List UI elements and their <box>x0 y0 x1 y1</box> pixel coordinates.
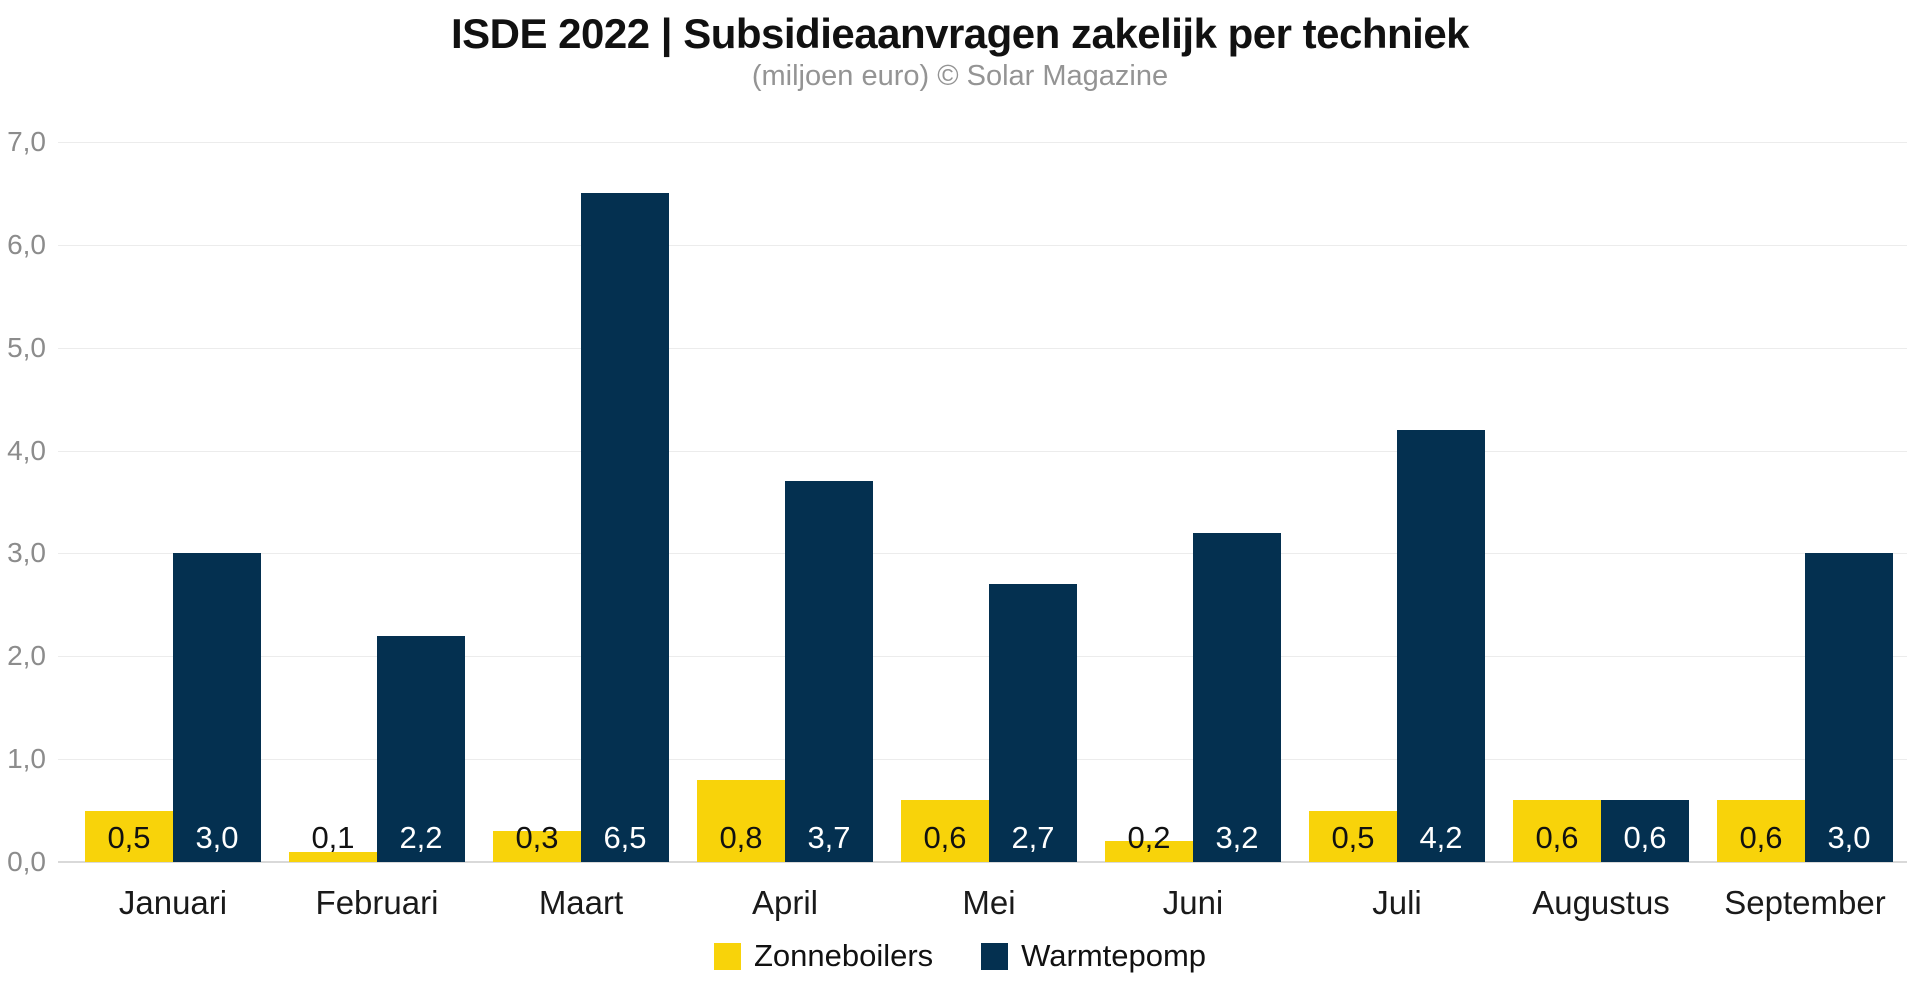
bar-value-label: 3,0 <box>1827 820 1871 855</box>
x-axis-label: Augustus <box>1532 884 1670 921</box>
y-axis-tick-label: 0,0 <box>7 846 46 877</box>
gridline <box>58 348 1907 349</box>
gridline <box>58 245 1907 246</box>
y-axis-tick-label: 3,0 <box>7 537 46 568</box>
gridline <box>58 759 1907 760</box>
x-axis-label: Juni <box>1162 884 1224 921</box>
legend-label: Warmtepomp <box>1021 938 1207 973</box>
bar-zonneboilers <box>289 852 377 862</box>
bar-zonneboilers <box>697 780 785 862</box>
bar-warmtepomp <box>1601 800 1689 862</box>
y-axis-tick-label: 5,0 <box>7 332 46 363</box>
bar-value-label: 0,8 <box>719 820 763 855</box>
x-axis-label: Maart <box>538 884 624 921</box>
bar-value-label: 2,7 <box>1011 820 1055 855</box>
chart-title: ISDE 2022 | Subsidieaanvragen zakelijk p… <box>450 10 1470 57</box>
bar-value-label: 0,6 <box>1623 820 1667 855</box>
bar-warmtepomp <box>989 584 1077 862</box>
bar-zonneboilers <box>85 811 173 862</box>
x-axis-label: Februari <box>315 884 439 921</box>
gridline <box>58 142 1907 143</box>
y-axis-tick-label: 7,0 <box>7 126 46 157</box>
bar-zonneboilers <box>1105 841 1193 862</box>
bar-value-label: 0,6 <box>1739 820 1783 855</box>
bar-value-label: 3,2 <box>1215 820 1259 855</box>
bar-value-label: 0,1 <box>311 820 355 855</box>
bar-warmtepomp <box>377 636 465 862</box>
bar-value-label: 3,0 <box>195 820 239 855</box>
gridline <box>58 861 1907 863</box>
chart-subtitle: (miljoen euro) © Solar Magazine <box>751 60 1169 92</box>
bar-zonneboilers <box>1309 811 1397 862</box>
gridline <box>58 553 1907 554</box>
bar-value-label: 0,6 <box>1535 820 1579 855</box>
bar-value-label: 3,7 <box>807 820 851 855</box>
bar-zonneboilers <box>901 800 989 862</box>
bar-value-label: 0,3 <box>515 820 559 855</box>
bar-value-label: 6,5 <box>603 820 647 855</box>
x-axis-label: Juli <box>1372 884 1422 921</box>
bar-warmtepomp <box>581 193 669 862</box>
gridline <box>58 656 1907 657</box>
y-axis-tick-label: 6,0 <box>7 229 46 260</box>
x-axis-label: April <box>751 884 819 921</box>
bar-value-label: 0,2 <box>1127 820 1171 855</box>
bar-value-label: 0,6 <box>923 820 967 855</box>
gridline <box>58 451 1907 452</box>
legend-swatch-icon <box>713 942 741 970</box>
bar-zonneboilers <box>493 831 581 862</box>
bar-value-label: 4,2 <box>1419 820 1463 855</box>
y-axis-tick-label: 1,0 <box>7 743 46 774</box>
legend-swatch-icon <box>981 942 1009 970</box>
legend: Zonneboilers Warmtepomp <box>0 936 1920 976</box>
legend-label: Zonneboilers <box>753 938 934 973</box>
bar-value-label: 0,5 <box>1331 820 1375 855</box>
x-axis-label: Mei <box>962 884 1016 921</box>
y-axis-tick-label: 2,0 <box>7 640 46 671</box>
legend-item-zonneboilers: Zonneboilers <box>713 938 934 974</box>
bar-warmtepomp <box>1397 430 1485 862</box>
bar-zonneboilers <box>1513 800 1601 862</box>
bar-zonneboilers <box>1717 800 1805 862</box>
bar-value-label: 0,5 <box>107 820 151 855</box>
bar-value-label: 2,2 <box>399 820 443 855</box>
y-axis-tick-label: 4,0 <box>7 435 46 466</box>
bar-warmtepomp <box>1193 533 1281 862</box>
bar-warmtepomp <box>785 481 873 862</box>
x-axis-label: September <box>1724 884 1886 921</box>
bar-warmtepomp <box>1805 553 1893 862</box>
legend-item-warmtepomp: Warmtepomp <box>981 938 1206 974</box>
bar-warmtepomp <box>173 553 261 862</box>
x-axis-label: Januari <box>118 884 228 921</box>
